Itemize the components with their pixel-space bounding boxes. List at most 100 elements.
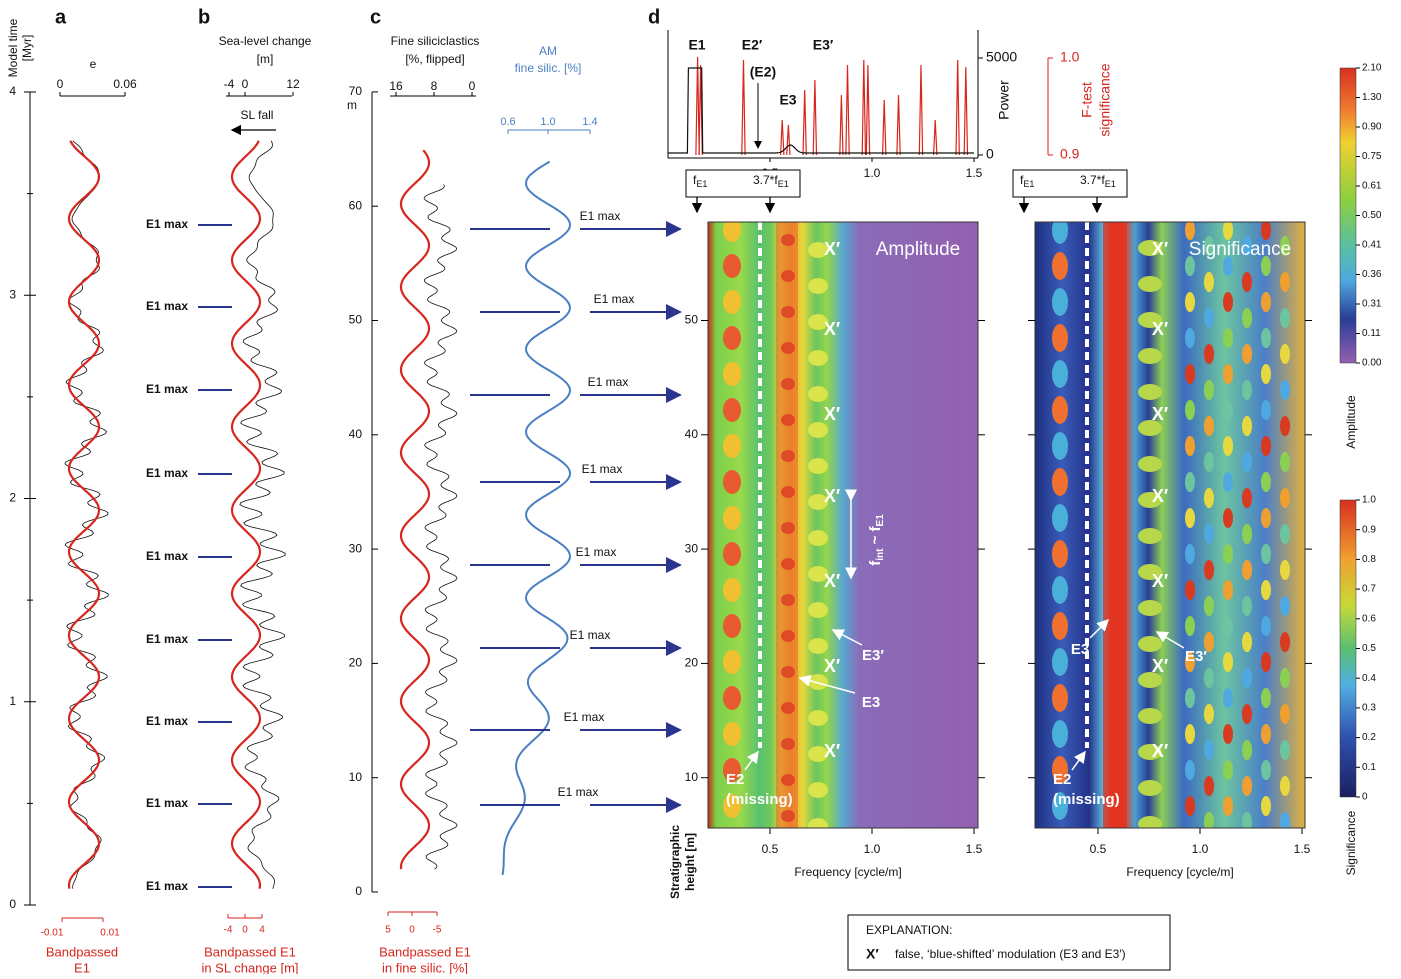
f-test-peak [846, 65, 849, 155]
axis-title: in SL change [m] [201, 960, 298, 974]
axis-unit: m [347, 98, 357, 112]
colorbar-label: 0.6 [1362, 613, 1376, 624]
peak-label: E2′ [742, 37, 763, 53]
map-blob [808, 278, 828, 294]
map-blob [1052, 396, 1068, 424]
map-blob [1204, 776, 1214, 796]
map-blob [1261, 328, 1271, 348]
f-test-peak [964, 67, 967, 155]
annotation: E3′ [862, 647, 884, 664]
x-tick-label: 0.5 [1090, 842, 1107, 856]
x-tick-label: 0 [57, 77, 64, 91]
annotation: SL fall [241, 108, 274, 122]
x-tick-label: 0 [242, 925, 248, 936]
y-tick-label: 40 [685, 427, 699, 441]
map-blob [1280, 776, 1290, 796]
map-blob [808, 782, 828, 798]
map-blob [1052, 684, 1068, 712]
x-tick-label: -5 [433, 925, 442, 936]
curve [232, 141, 260, 889]
map-blob [1280, 416, 1290, 436]
map-blob [1185, 544, 1195, 564]
x-tick-label: 1.0 [864, 842, 881, 856]
annotation: (missing) [726, 791, 793, 808]
map-blob [1223, 220, 1233, 240]
map-blob [1280, 560, 1290, 580]
map-blob [1185, 436, 1195, 456]
f-test-peak [934, 120, 937, 155]
map-blob [1052, 576, 1068, 604]
subscript: E1 [696, 179, 707, 189]
panel-label: c [370, 6, 381, 28]
y-tick-label: 4 [9, 84, 16, 98]
map-title: Significance [1189, 239, 1291, 260]
x-tick-label: 16 [389, 79, 403, 93]
f-test-peak [803, 90, 806, 155]
map-blob [723, 686, 741, 710]
axis-title: height [m] [683, 833, 697, 891]
colorbar-title: Amplitude [1344, 395, 1358, 449]
map-blob [808, 386, 828, 402]
map-blob [1242, 416, 1252, 436]
marker-label: E1 max [580, 209, 621, 223]
map-blob [1204, 524, 1214, 544]
explanation-heading: EXPLANATION: [866, 923, 952, 937]
colorbar-label: 0.11 [1362, 328, 1381, 339]
marker-label: E1 max [146, 299, 188, 313]
map-blob [1280, 308, 1290, 328]
modulation-label: X′ [824, 239, 840, 259]
annotation: (missing) [1053, 791, 1120, 808]
modulation-label: X′ [824, 319, 840, 339]
y-tick-label: 30 [685, 541, 699, 555]
colorbar-label: 0.8 [1362, 554, 1376, 565]
colorbar-label: 0.41 [1362, 240, 1382, 251]
map-blob [723, 542, 741, 566]
map-blob [1052, 720, 1068, 748]
axis-title: Frequency [cycle/m] [794, 865, 901, 879]
x-tick-label: 0 [242, 77, 249, 91]
text-part: 3.7*f [1080, 173, 1105, 187]
map-blob [1204, 596, 1214, 616]
map-blob [1138, 528, 1162, 544]
x-tick-label: -4 [224, 925, 233, 936]
map-title: Amplitude [876, 239, 961, 260]
modulation-label: X′ [1152, 319, 1168, 339]
modulation-label: X′ [1152, 741, 1168, 761]
panel-label: a [55, 6, 67, 28]
map-blob [1261, 220, 1271, 240]
colorbar-label: 1.0 [1362, 495, 1376, 506]
map-blob [1138, 600, 1162, 616]
map-blob [1185, 580, 1195, 600]
curve [65, 141, 108, 889]
marker-label: E1 max [146, 879, 188, 893]
text-part: E1 [875, 514, 886, 527]
y-tick-label: 50 [685, 313, 699, 327]
y-tick-label: 60 [349, 198, 363, 212]
axis-title: F-test [1079, 82, 1095, 118]
marker-label: E1 max [570, 628, 611, 642]
curve [69, 141, 99, 889]
map-blob [1242, 344, 1252, 364]
x-tick-label: 1.0 [864, 166, 881, 180]
map-blob [1223, 400, 1233, 420]
y-tick-label: 1 [9, 694, 16, 708]
colorbar-label: 0.61 [1362, 181, 1382, 192]
map-blob [1261, 436, 1271, 456]
map-blob [1261, 292, 1271, 312]
map-band [1103, 222, 1127, 828]
map-blob [1223, 688, 1233, 708]
marker-label: E1 max [576, 545, 617, 559]
map-blob [1052, 612, 1068, 640]
map-blob [1138, 384, 1162, 400]
map-blob [1242, 776, 1252, 796]
map-blob [1052, 216, 1068, 244]
x-tick-label: 1.5 [1294, 842, 1311, 856]
modulation-label: X′ [824, 571, 840, 591]
map-blob [1138, 780, 1162, 796]
colorbar-label: 0.1 [1362, 762, 1376, 773]
map-blob [1261, 760, 1271, 780]
modulation-label: X′ [824, 486, 840, 506]
axis-title: Power [996, 80, 1012, 120]
x-tick-label: 0 [469, 79, 476, 93]
axis-title: Frequency [cycle/m] [1126, 865, 1233, 879]
